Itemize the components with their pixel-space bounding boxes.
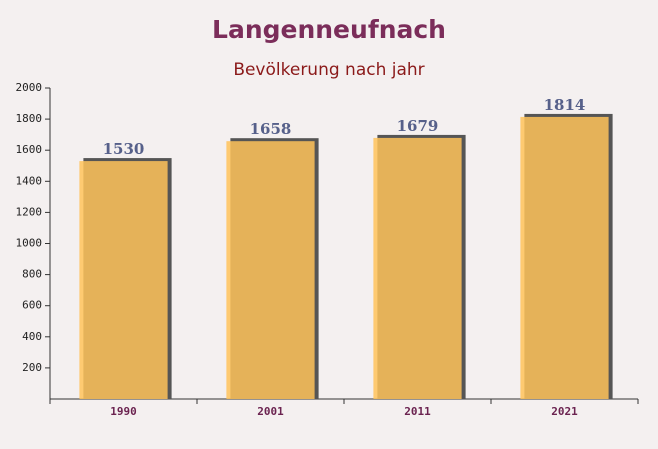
bar (373, 137, 462, 399)
chart-title: Langenneufnach (212, 15, 446, 44)
x-tick-label: 2021 (551, 405, 578, 418)
x-tick-label: 1990 (110, 405, 137, 418)
chart-subtitle: Bevölkerung nach jahr (233, 60, 424, 80)
y-tick-label: 1800 (16, 112, 43, 125)
y-tick-label: 200 (22, 361, 42, 374)
y-tick-label: 2000 (16, 81, 43, 94)
y-tick-label: 1600 (16, 143, 43, 156)
y-tick-label: 1000 (16, 237, 43, 250)
x-tick-label: 2001 (257, 405, 284, 418)
bar (79, 161, 168, 399)
bar (520, 116, 609, 399)
value-label: 1658 (250, 120, 292, 138)
value-label: 1814 (544, 96, 586, 114)
y-tick-label: 600 (22, 299, 42, 312)
y-tick-label: 1200 (16, 205, 43, 218)
bar (226, 141, 315, 399)
x-tick-label: 2011 (404, 405, 431, 418)
y-tick-label: 400 (22, 330, 42, 343)
y-tick-label: 1400 (16, 174, 43, 187)
y-tick-label: 800 (22, 268, 42, 281)
value-label: 1679 (397, 117, 439, 135)
value-label: 1530 (103, 140, 145, 158)
